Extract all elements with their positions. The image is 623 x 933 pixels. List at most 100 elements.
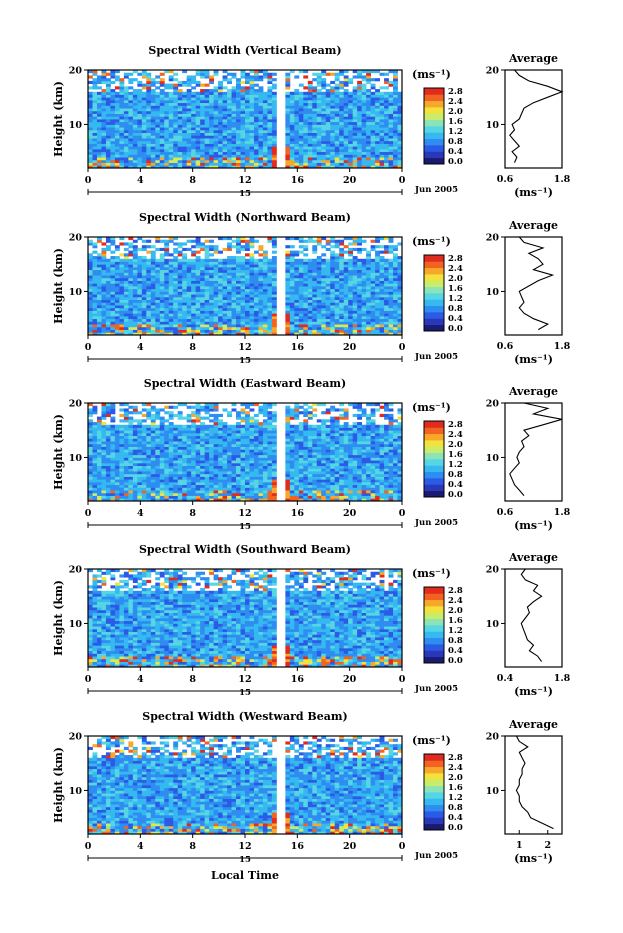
heatmap-cell: [393, 487, 398, 490]
heatmap-cell: [236, 485, 241, 488]
heatmap-cell: [92, 479, 97, 482]
heatmap-cell: [110, 330, 115, 333]
heatmap-cell: [137, 154, 142, 157]
heatmap-cell: [375, 89, 380, 92]
heatmap-cell: [205, 482, 210, 485]
heatmap-cell: [344, 75, 349, 78]
heatmap-cell: [205, 485, 210, 488]
heatmap-cell: [223, 114, 228, 117]
heatmap-cell: [173, 103, 178, 106]
heatmap-cell: [178, 116, 183, 119]
heatmap-cell: [357, 127, 362, 130]
heatmap-cell: [227, 256, 232, 259]
heatmap-cell: [384, 81, 389, 84]
heatmap-cell: [209, 127, 214, 130]
heatmap-cell: [92, 100, 97, 103]
heatmap-cell: [223, 327, 228, 330]
heatmap-cell: [227, 297, 232, 300]
heatmap-cell: [389, 122, 394, 125]
heatmap-cell: [232, 294, 237, 297]
heatmap-cell: [178, 152, 183, 155]
heatmap-cell: [249, 272, 254, 275]
heatmap-cell: [267, 316, 272, 319]
heatmap-cell: [272, 324, 277, 327]
heatmap-cell: [142, 283, 147, 286]
heatmap-cell: [218, 89, 223, 92]
heatmap-cell: [218, 305, 223, 308]
date-tick-label: 15: [239, 356, 251, 366]
heatmap-cell: [366, 73, 371, 76]
heatmap-cell: [124, 321, 129, 324]
heatmap-cell: [258, 262, 263, 265]
heatmap-cell: [227, 286, 232, 289]
y-tick-label: 20: [69, 233, 83, 244]
heatmap-cell: [362, 138, 367, 141]
heatmap-cell: [124, 482, 129, 485]
heatmap-cell: [232, 73, 237, 76]
heatmap-cell: [187, 122, 192, 125]
heatmap-cell: [362, 327, 367, 330]
heatmap-cell: [303, 122, 308, 125]
heatmap-cell: [245, 135, 250, 138]
heatmap-cell: [353, 278, 358, 281]
heatmap-cell: [380, 264, 385, 267]
heatmap-cell: [187, 308, 192, 311]
heatmap-cell: [285, 100, 290, 103]
heatmap-cell: [353, 272, 358, 275]
heatmap-cell: [209, 119, 214, 122]
heatmap-cell: [326, 272, 331, 275]
heatmap-cell: [299, 493, 304, 496]
heatmap-cell: [303, 330, 308, 333]
heatmap-cell: [353, 103, 358, 106]
heatmap-cell: [191, 302, 196, 305]
heatmap-cell: [326, 300, 331, 303]
heatmap-cell: [308, 496, 313, 499]
heatmap-cell: [200, 242, 205, 245]
heatmap-cell: [258, 291, 263, 294]
heatmap-cell: [196, 114, 201, 117]
heatmap-cell: [146, 122, 151, 125]
heatmap-cell: [371, 138, 376, 141]
heatmap-cell: [205, 305, 210, 308]
heatmap-cell: [209, 300, 214, 303]
heatmap-cell: [187, 127, 192, 130]
heatmap-cell: [209, 305, 214, 308]
heatmap-cell: [272, 84, 277, 87]
heatmap-cell: [97, 490, 102, 493]
heatmap-cell: [214, 119, 219, 122]
heatmap-cell: [285, 267, 290, 270]
heatmap-cell: [92, 84, 97, 87]
heatmap-cell: [353, 496, 358, 499]
heatmap-cell: [375, 124, 380, 127]
heatmap-cell: [160, 278, 165, 281]
heatmap-cell: [263, 267, 268, 270]
heatmap-cell: [128, 330, 133, 333]
colorbar-segment: [424, 151, 444, 158]
heatmap-cell: [312, 490, 317, 493]
heatmap-cell: [196, 291, 201, 294]
heatmap-cell: [128, 154, 133, 157]
heatmap-cell: [389, 144, 394, 147]
heatmap-cell: [353, 122, 358, 125]
heatmap-cell: [339, 259, 344, 262]
heatmap-cell: [205, 259, 210, 262]
heatmap-cell: [133, 245, 138, 248]
heatmap-cell: [196, 124, 201, 127]
heatmap-cell: [101, 493, 106, 496]
heatmap-cell: [294, 487, 299, 490]
heatmap-cell: [348, 305, 353, 308]
heatmap-cell: [106, 259, 111, 262]
heatmap-cell: [115, 286, 120, 289]
heatmap-cell: [303, 313, 308, 316]
heatmap-cell: [110, 138, 115, 141]
heatmap-cell: [303, 130, 308, 133]
heatmap-cell: [137, 294, 142, 297]
heatmap-cell: [133, 302, 138, 305]
heatmap-cell: [290, 245, 295, 248]
heatmap-cell: [169, 490, 174, 493]
heatmap-cell: [92, 242, 97, 245]
heatmap-cell: [362, 305, 367, 308]
heatmap-cell: [326, 270, 331, 273]
heatmap-cell: [380, 127, 385, 130]
heatmap-cell: [133, 319, 138, 322]
